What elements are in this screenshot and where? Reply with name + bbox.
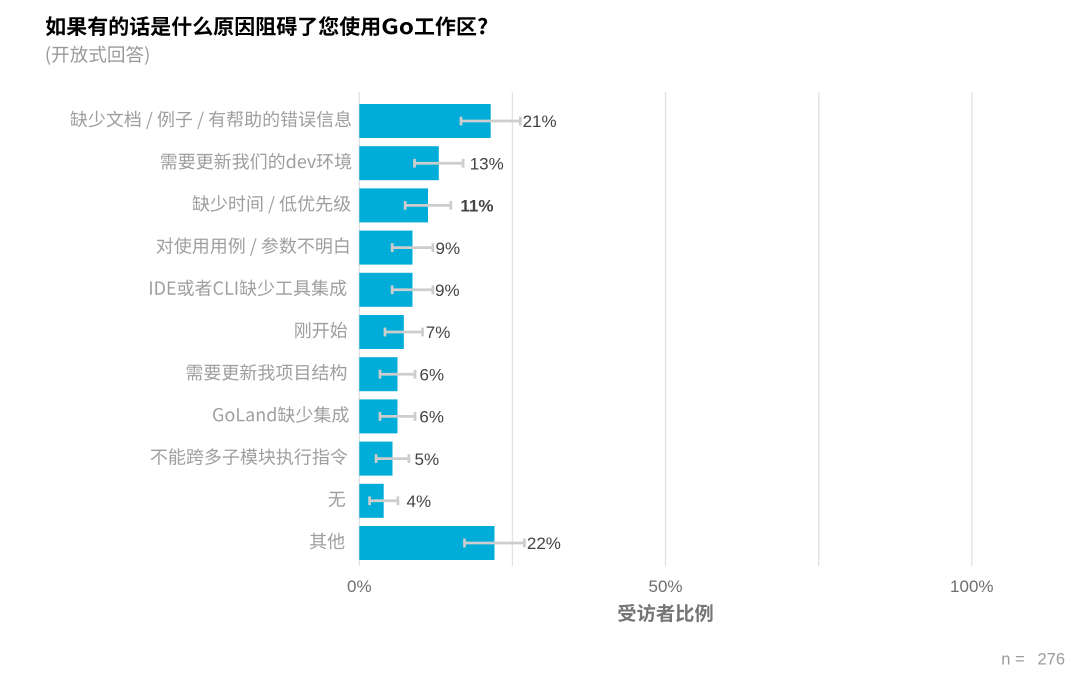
svg-text:0%: 0% xyxy=(347,577,372,596)
svg-text:22%: 22% xyxy=(527,534,561,553)
svg-text:5%: 5% xyxy=(415,450,440,469)
svg-text:11%: 11% xyxy=(460,197,493,216)
svg-text:9%: 9% xyxy=(436,239,461,258)
svg-text:21%: 21% xyxy=(523,112,557,131)
svg-text:50%: 50% xyxy=(648,577,682,596)
svg-text:9%: 9% xyxy=(435,281,460,300)
svg-text:6%: 6% xyxy=(420,365,445,384)
svg-text:n = 276: n = 276 xyxy=(1001,651,1065,669)
svg-text:13%: 13% xyxy=(470,154,504,173)
svg-text:6%: 6% xyxy=(419,408,444,427)
svg-text:7%: 7% xyxy=(426,323,451,342)
svg-text:100%: 100% xyxy=(950,577,993,596)
svg-text:4%: 4% xyxy=(407,492,432,511)
